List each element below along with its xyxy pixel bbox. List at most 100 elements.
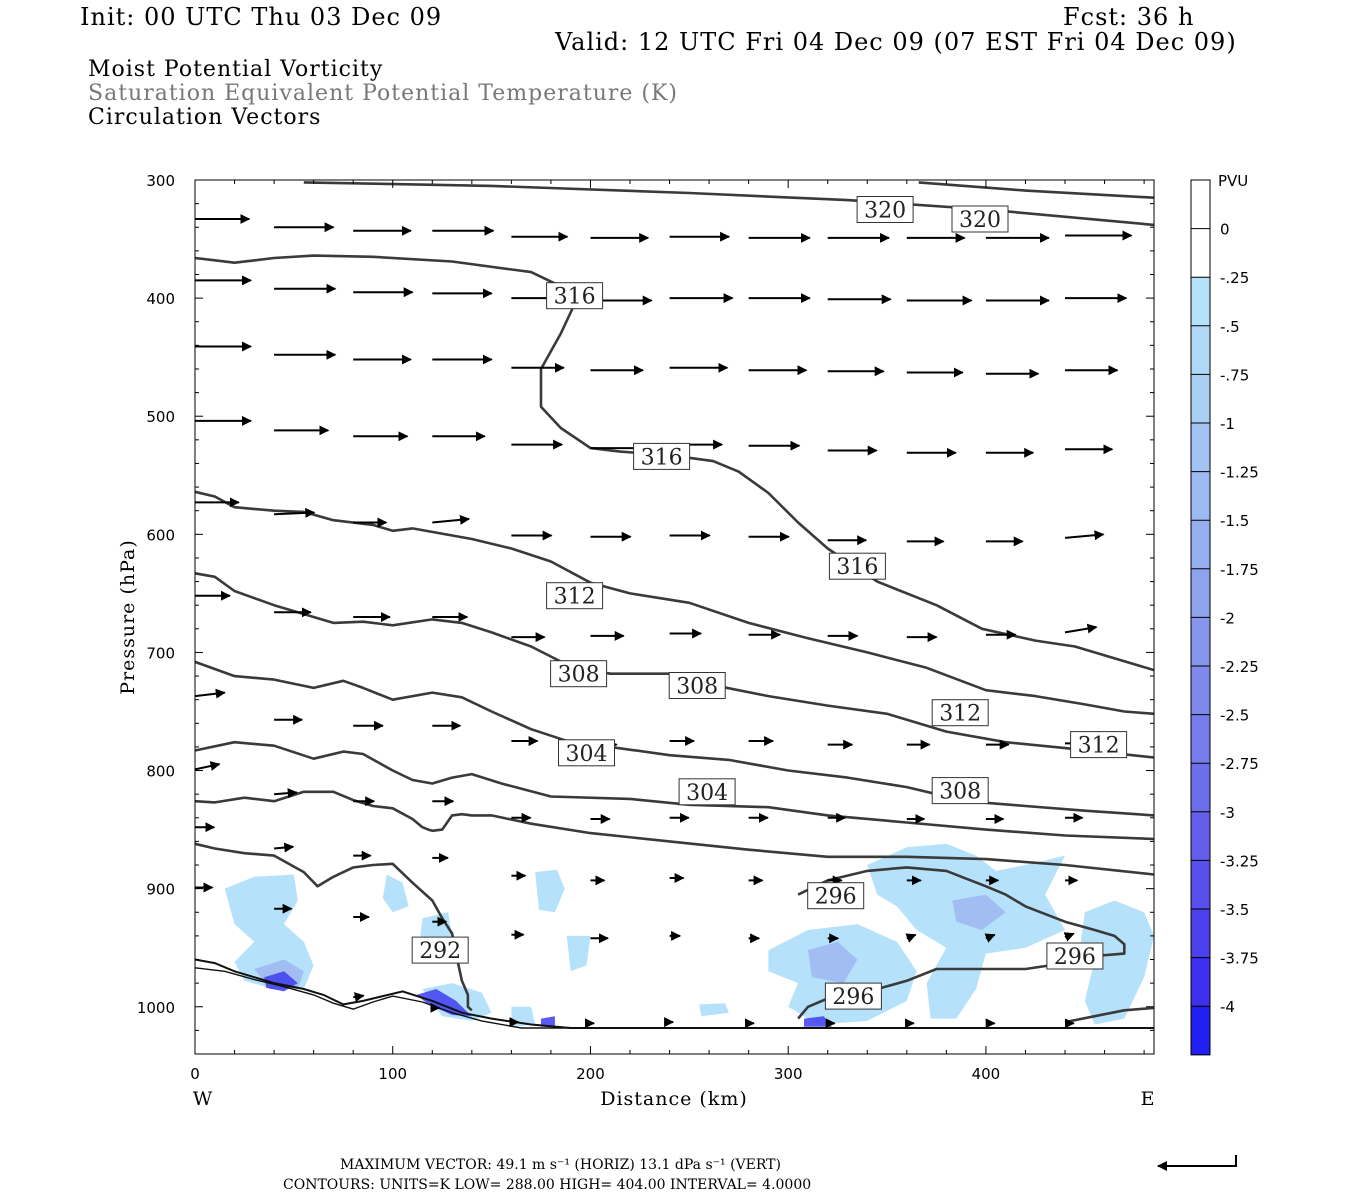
- contour-label-box-12: [678, 778, 736, 806]
- contour-label-box-4: [828, 552, 886, 580]
- colorbar-label-6: -1.5: [1220, 512, 1249, 530]
- contour-label-5: 312: [554, 585, 596, 610]
- init-time: Init: 00 UTC Thu 03 Dec 09: [80, 3, 443, 31]
- colorbar-swatch-12: [1191, 763, 1210, 813]
- contour-label-7: 312: [1078, 734, 1120, 759]
- east-label: E: [1141, 1088, 1156, 1110]
- x-tick-label-1: 100: [378, 1065, 407, 1083]
- pv-region-17: [541, 1016, 555, 1027]
- colorbar-swatch-11: [1191, 714, 1210, 764]
- contour-label-box-15: [824, 982, 882, 1010]
- colorbar-swatch-0: [1191, 180, 1210, 230]
- axis-layer: 300 400 500 600 700 800 900 1000 0 100 200 300 400: [137, 172, 1154, 1083]
- circulation-vector-118: [984, 933, 996, 943]
- pv-shading-layer: [224, 843, 1154, 1027]
- contour-label-0: 320: [864, 199, 906, 224]
- contour-label-box-2: [546, 282, 604, 310]
- circulation-vector-71: [1064, 623, 1098, 634]
- contour-label-8: 308: [558, 663, 600, 688]
- circulation-vector-59: [1064, 530, 1105, 541]
- colorbar-swatch-7: [1191, 520, 1210, 570]
- contour-label-12: 304: [686, 781, 728, 806]
- contour-label-9: 308: [676, 675, 718, 700]
- pv-region-11: [699, 1003, 729, 1017]
- x-axis-title: Distance (km): [600, 1088, 748, 1110]
- colorbar-label-1: -.25: [1220, 269, 1249, 287]
- contour-label-box-14: [1046, 942, 1104, 970]
- colorbar-label-4: -1: [1220, 415, 1235, 433]
- contour-label-box-13: [807, 882, 865, 910]
- y-tick-label-6: 900: [146, 881, 175, 899]
- colorbar-swatch-1: [1191, 228, 1210, 278]
- colorbar-label-10: -2.5: [1220, 707, 1249, 725]
- y-tick-label-5: 800: [146, 763, 175, 781]
- y-tick-label-1: 400: [146, 290, 175, 308]
- colorbar-swatch-16: [1191, 957, 1210, 1007]
- y-axis-title: Pressure (hPa): [117, 539, 139, 695]
- circulation-vector-49: [274, 507, 316, 518]
- contour-label-15: 296: [832, 985, 874, 1010]
- colorbar-swatch-17: [1191, 1006, 1210, 1056]
- contour-296e: [797, 866, 1126, 1020]
- title-circulation: Circulation Vectors: [88, 105, 322, 130]
- contour-label-box-1: [951, 205, 1009, 233]
- x-tick-label-0: 0: [190, 1065, 200, 1083]
- contour-label-10: 308: [939, 780, 981, 805]
- contour-316: [194, 254, 1155, 672]
- pv-region-6: [867, 843, 1065, 1019]
- colorbar-label-14: -3.5: [1220, 901, 1249, 919]
- reference-vector-icon: [1157, 1155, 1237, 1171]
- colorbar-swatch-9: [1191, 617, 1210, 667]
- max-vector-note: MAXIMUM VECTOR: 49.1 m s⁻¹ (HORIZ) 13.1 …: [340, 1157, 781, 1173]
- colorbar-label-13: -3.25: [1220, 852, 1259, 870]
- pv-region-4: [566, 935, 591, 972]
- pv-region-16: [416, 989, 472, 1017]
- circulation-vector-127: [353, 992, 365, 1002]
- colorbar-unit: PVU: [1218, 172, 1248, 190]
- colorbar-label-2: -.5: [1220, 318, 1240, 336]
- contour-320a: [303, 181, 1155, 227]
- colorbar-label-12: -3: [1220, 804, 1235, 822]
- contour-label-13: 296: [815, 885, 857, 910]
- contour-312: [194, 490, 1155, 716]
- contour-label-box-6: [931, 699, 989, 727]
- contour-300: [194, 740, 1155, 841]
- forecast-hour: Fcst: 36 h: [1063, 3, 1195, 31]
- contour-label-box-9: [668, 672, 726, 699]
- contour-298: [194, 790, 1155, 876]
- colorbar-swatch-6: [1191, 471, 1210, 521]
- contour-label-box-16: [411, 936, 469, 964]
- title-moist-pv: Moist Potential Vorticity: [88, 57, 384, 82]
- colorbar-label-8: -2: [1220, 609, 1235, 627]
- colorbar-swatch-14: [1191, 860, 1210, 910]
- colorbar-swatch-3: [1191, 325, 1210, 375]
- contour-label-11: 304: [566, 742, 608, 767]
- pv-region-13: [808, 941, 858, 984]
- contour-320b: [918, 181, 1155, 199]
- contour-info-note: CONTOURS: UNITS=K LOW= 288.00 HIGH= 404.…: [283, 1177, 812, 1193]
- pv-region-1: [382, 874, 409, 913]
- y-tick-label-0: 300: [146, 172, 175, 190]
- y-tick-label-2: 500: [146, 408, 175, 426]
- contour-label-2: 316: [554, 285, 596, 310]
- valid-time: Valid: 12 UTC Fri 04 Dec 09 (07 EST Fri …: [555, 28, 1237, 56]
- colorbar-label-0: 0: [1220, 221, 1230, 239]
- contour-label-box-10: [931, 777, 989, 805]
- contour-label-box-0: [856, 196, 914, 223]
- colorbar-swatch-2: [1191, 277, 1210, 327]
- colorbar-label-7: -1.75: [1220, 561, 1259, 579]
- y-tick-label-4: 700: [146, 644, 175, 662]
- y-tick-label-3: 600: [146, 526, 175, 544]
- circulation-vector-72: [194, 688, 226, 699]
- colorbar-swatch-15: [1191, 909, 1210, 959]
- x-tick-label-2: 200: [576, 1065, 605, 1083]
- west-label: W: [193, 1088, 214, 1110]
- pv-region-3: [535, 869, 565, 913]
- circulation-vector-85: [274, 788, 298, 799]
- plot-frame: [194, 179, 1155, 1055]
- x-tick-label-4: 400: [972, 1065, 1001, 1083]
- theta-es-contour-layer: [194, 181, 1155, 1024]
- contour-label-16: 292: [419, 939, 461, 964]
- terrain-line-lower: [194, 967, 1154, 1029]
